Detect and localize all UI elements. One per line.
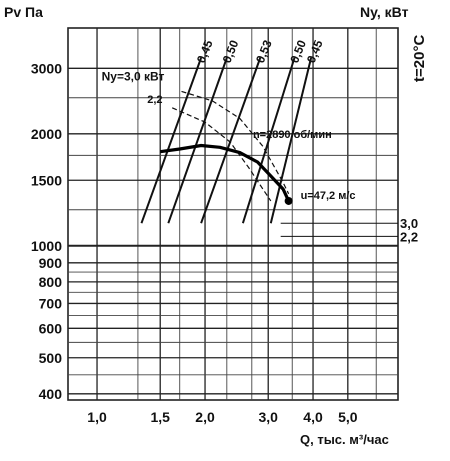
power-curve [181, 90, 290, 195]
efficiency-line [167, 57, 228, 224]
y-tick-label: 400 [39, 386, 63, 402]
power-curve-sub-label: 2,2 [147, 94, 162, 106]
x-tick-label: 3,0 [258, 409, 278, 425]
y-tick-label: 2000 [31, 126, 62, 142]
efficiency-label: 0,50 [220, 38, 242, 65]
y-axis-title: Pv Па [4, 4, 43, 20]
y-tick-label: 1500 [31, 172, 62, 188]
x-tick-label: 5,0 [338, 409, 358, 425]
power-scale-label: 2,2 [400, 229, 418, 244]
efficiency-label: 0,45 [194, 38, 216, 65]
y-tick-label: 500 [39, 350, 63, 366]
pressure-curve-group: n=2890 об/мин u=47,2 м/с [159, 129, 356, 205]
velocity-label: u=47,2 м/с [301, 190, 356, 202]
efficiency-line [241, 57, 296, 224]
labels: Pv Па Ny, кВт t=20°C Q, тыс. м³/час [4, 4, 428, 447]
y-tick-label: 700 [39, 295, 63, 311]
x-tick-label: 1,0 [87, 409, 107, 425]
x-tick-label: 4,0 [303, 409, 323, 425]
efficiency-line [140, 57, 203, 224]
y-tick-label: 3000 [31, 60, 62, 76]
speed-label: n=2890 об/мин [253, 129, 332, 141]
x-axis-title: Q, тыс. м³/час [300, 432, 389, 447]
y-tick-label: 1000 [31, 238, 62, 254]
x-tick-label: 2,0 [195, 409, 215, 425]
operating-point [284, 196, 293, 205]
efficiency-line [269, 57, 313, 224]
power-scale-label: 3,0 [400, 216, 418, 231]
plot-frame [67, 27, 399, 401]
efficiency-label: 0,45 [304, 38, 326, 65]
power-curve [171, 107, 272, 202]
pressure-curve [159, 143, 291, 202]
x-tick-label: 1,5 [150, 409, 170, 425]
power-curve-header: Ny=3,0 кВт [102, 70, 165, 84]
y-tick-label: 900 [39, 255, 63, 271]
efficiency-label: 0,53 [253, 38, 275, 65]
grid [67, 27, 399, 401]
power-axis-title: Ny, кВт [360, 4, 409, 20]
temperature-label: t=20°C [411, 35, 428, 82]
efficiency-line [200, 57, 262, 224]
y-tick-label: 600 [39, 320, 63, 336]
y-tick-label: 800 [39, 274, 63, 290]
